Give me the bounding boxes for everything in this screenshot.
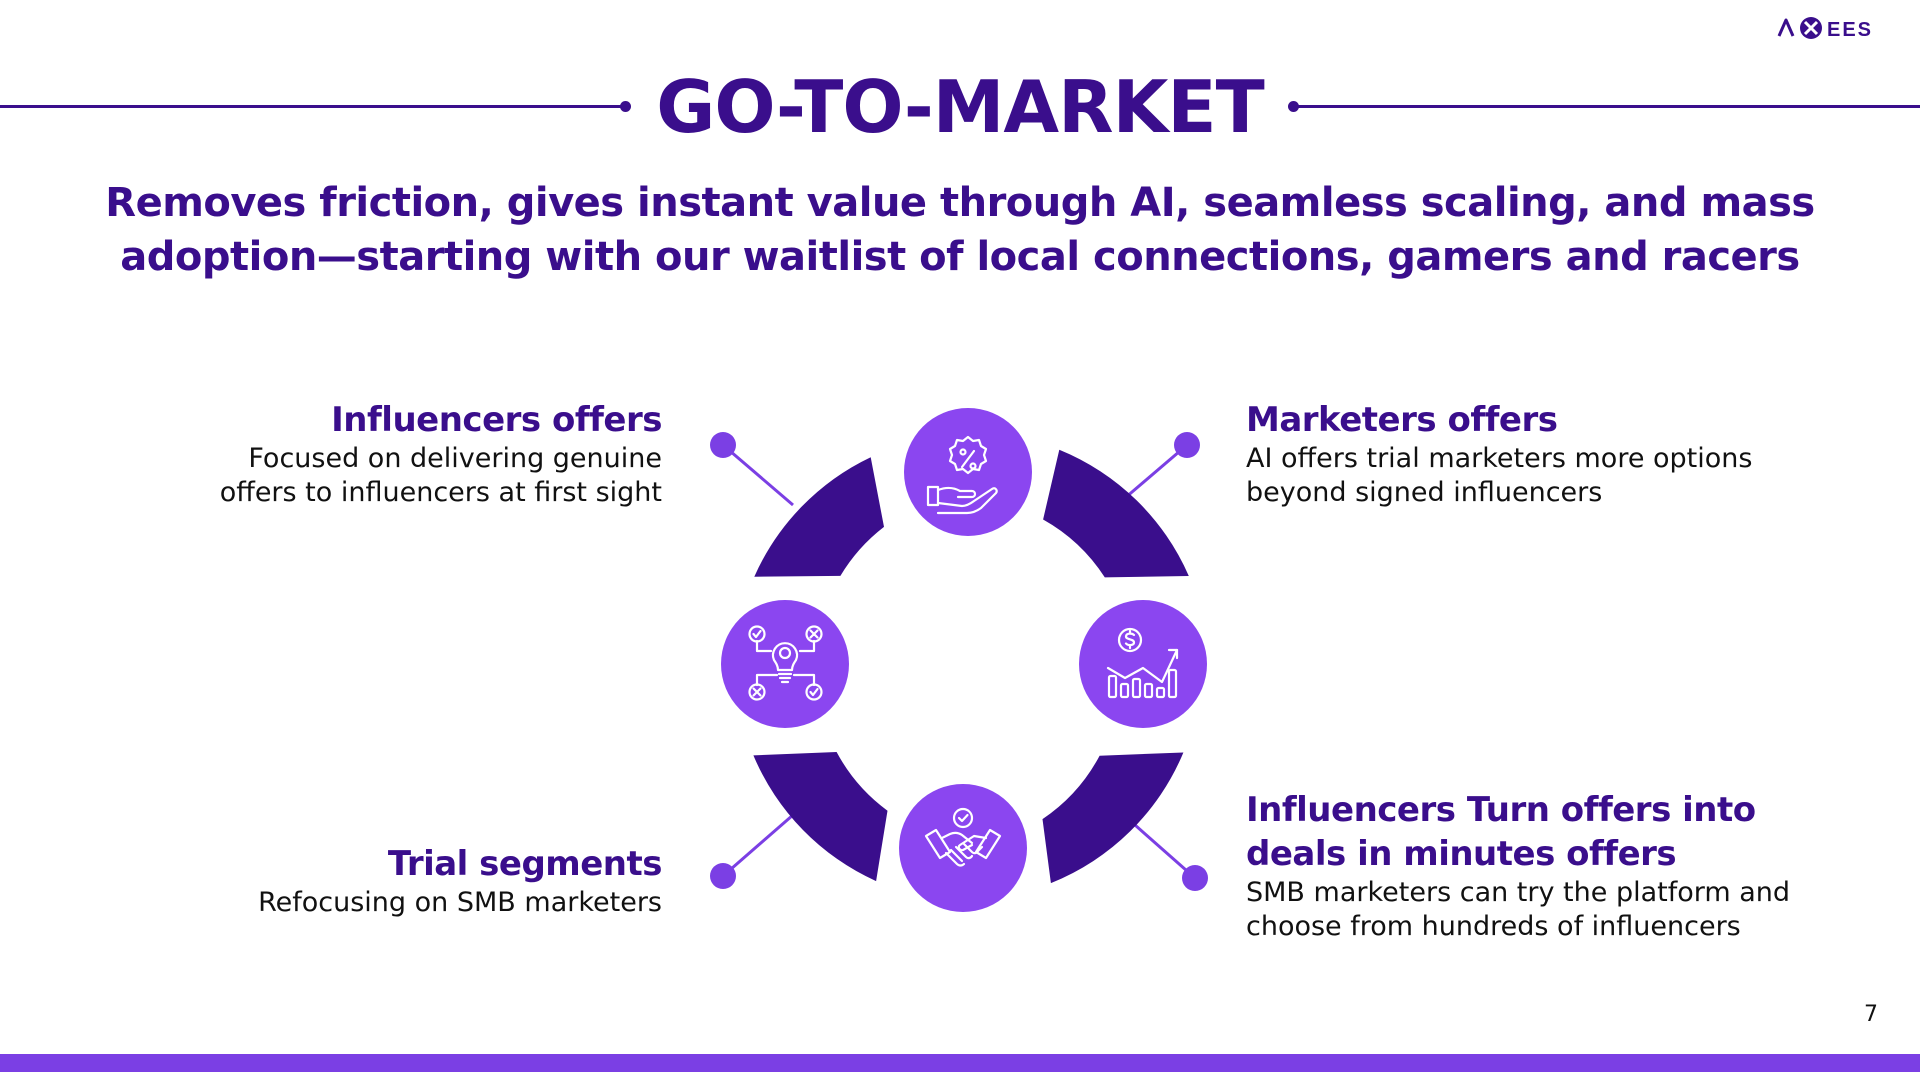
axees-logo: EES <box>1777 17 1873 41</box>
page-title: GO-TO-MARKET <box>656 65 1264 149</box>
node-left <box>721 600 849 728</box>
item-title: Influencers offers <box>331 400 662 440</box>
svg-text:EES: EES <box>1827 19 1873 41</box>
connector-dot-top-right <box>1174 432 1200 458</box>
connector-top-right <box>1124 443 1188 500</box>
item-title: Trial segments <box>387 844 663 884</box>
item-title: Influencers Turn offers into deals in mi… <box>1246 790 1756 874</box>
hand-percent-icon <box>926 435 998 515</box>
ring-arc-bottom-right <box>1042 752 1184 884</box>
bottom-bar <box>0 1054 1920 1072</box>
ring-arc-top-left <box>754 457 884 577</box>
page-number: 7 <box>1864 1002 1878 1027</box>
connector-bottom-left <box>722 813 794 878</box>
item-influencers-turn-offers: Influencers Turn offers into deals in mi… <box>1246 788 1866 944</box>
connector-top-left <box>722 443 794 507</box>
connector-bottom-right <box>1134 823 1196 880</box>
node-bottom <box>899 784 1027 912</box>
ring-arc-top-right <box>1043 449 1189 578</box>
connector-dot-top-left <box>710 432 736 458</box>
idea-bulb-icon <box>748 625 823 701</box>
title-dot-right <box>1288 101 1299 112</box>
title-dot-left <box>620 101 631 112</box>
growth-chart-icon <box>1106 627 1179 699</box>
item-text: Refocusing on SMB marketers <box>258 887 662 918</box>
item-text: AI offers trial marketers more options b… <box>1246 443 1753 508</box>
connector-dot-bottom-left <box>710 863 736 889</box>
item-marketers-offers: Marketers offers AI offers trial markete… <box>1246 398 1806 510</box>
item-trial-segments: Trial segments Refocusing on SMB markete… <box>150 842 662 920</box>
item-title: Marketers offers <box>1246 400 1558 440</box>
ring-arc-bottom-left <box>753 752 888 882</box>
connector-dot-bottom-right <box>1182 865 1208 891</box>
item-text: Focused on delivering genuine offers to … <box>219 443 662 508</box>
item-influencers-offers: Influencers offers Focused on delivering… <box>150 398 663 510</box>
subtitle: Removes friction, gives instant value th… <box>105 180 1815 280</box>
title-line-left <box>0 105 625 108</box>
node-right <box>1079 600 1207 728</box>
title-line-right <box>1294 105 1920 108</box>
handshake-icon <box>924 807 1002 867</box>
item-text: SMB marketers can try the platform and c… <box>1246 877 1791 942</box>
